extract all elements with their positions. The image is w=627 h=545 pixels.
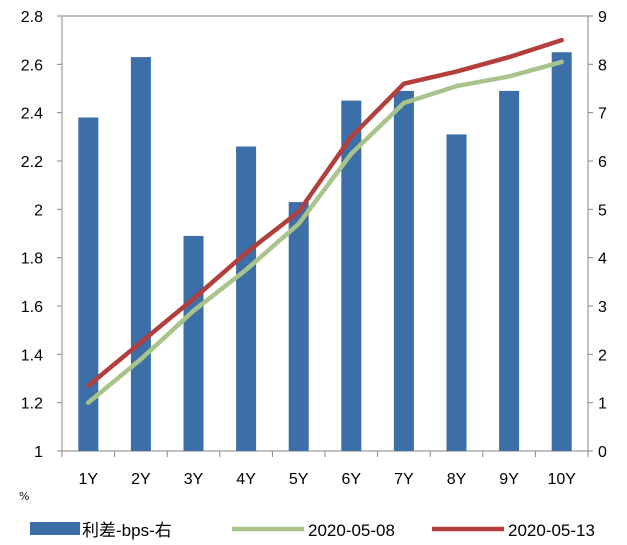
bar-4Y	[236, 146, 257, 451]
legend: 利差-bps-右 2020-05-08 2020-05-13	[30, 521, 595, 540]
left-y-axis: 1 1.2 1.4 1.6 1.8 2 2.2 2.4 2.6 2.8	[21, 9, 62, 461]
right-tick-label: 9	[598, 9, 607, 26]
left-tick-label: 1.2	[21, 396, 43, 413]
left-tick-label: 2.6	[21, 57, 43, 74]
left-tick-label: 1.4	[21, 347, 43, 364]
left-tick-label: 2	[34, 202, 43, 219]
legend-item-2: 2020-05-08	[232, 521, 395, 540]
right-tick-label: 8	[598, 57, 607, 74]
left-tick-label: 1	[34, 444, 43, 461]
legend-label: 2020-05-13	[508, 521, 595, 540]
x-tick-label: 8Y	[447, 471, 467, 488]
bar-3Y	[183, 235, 204, 451]
legend-label: 利差-bps-右	[82, 521, 172, 540]
x-tick-label: 2Y	[131, 471, 151, 488]
bar-8Y	[446, 134, 467, 451]
x-tick-label: 6Y	[342, 471, 362, 488]
x-tick-label: 10Y	[547, 471, 576, 488]
right-tick-label: 1	[598, 396, 607, 413]
line-series-1	[86, 59, 564, 405]
bar-10Y	[551, 52, 572, 451]
x-tick-label: 5Y	[289, 471, 309, 488]
left-tick-label: 1.6	[21, 299, 43, 316]
bar-6Y	[341, 100, 362, 451]
x-tick-label: 1Y	[79, 471, 99, 488]
x-tick-label: 3Y	[184, 471, 204, 488]
x-axis: 1Y 2Y 3Y 4Y 5Y 6Y 7Y 8Y 9Y 10Y	[61, 451, 589, 488]
legend-item-3: 2020-05-13	[432, 521, 595, 540]
bar-5Y	[288, 202, 309, 451]
line-series	[86, 37, 564, 405]
x-tick-label: 7Y	[394, 471, 414, 488]
left-tick-label: 2.4	[21, 106, 43, 123]
x-tick-label: 9Y	[499, 471, 519, 488]
left-tick-label: 1.8	[21, 251, 43, 268]
right-tick-label: 2	[598, 347, 607, 364]
right-tick-label: 4	[598, 251, 607, 268]
right-tick-label: 6	[598, 154, 607, 171]
right-tick-label: 3	[598, 299, 607, 316]
left-tick-label: 2.8	[21, 9, 43, 26]
bar-2Y	[130, 57, 151, 451]
legend-label: 2020-05-08	[308, 521, 395, 540]
bar-9Y	[499, 90, 520, 452]
x-tick-label: 4Y	[236, 471, 256, 488]
line-series-2	[86, 37, 564, 388]
right-tick-label: 0	[598, 444, 607, 461]
right-tick-label: 7	[598, 106, 607, 123]
legend-swatch-bar	[30, 522, 80, 535]
right-tick-label: 5	[598, 202, 607, 219]
left-axis-unit-label: %	[19, 490, 29, 503]
bar-series	[78, 52, 572, 452]
bar-7Y	[393, 90, 414, 452]
left-tick-label: 2.2	[21, 154, 43, 171]
legend-item-1: 利差-bps-右	[30, 521, 172, 540]
bar-1Y	[78, 117, 99, 451]
right-y-axis: 0 1 2 3 4 5 6 7 8 9	[588, 9, 607, 461]
